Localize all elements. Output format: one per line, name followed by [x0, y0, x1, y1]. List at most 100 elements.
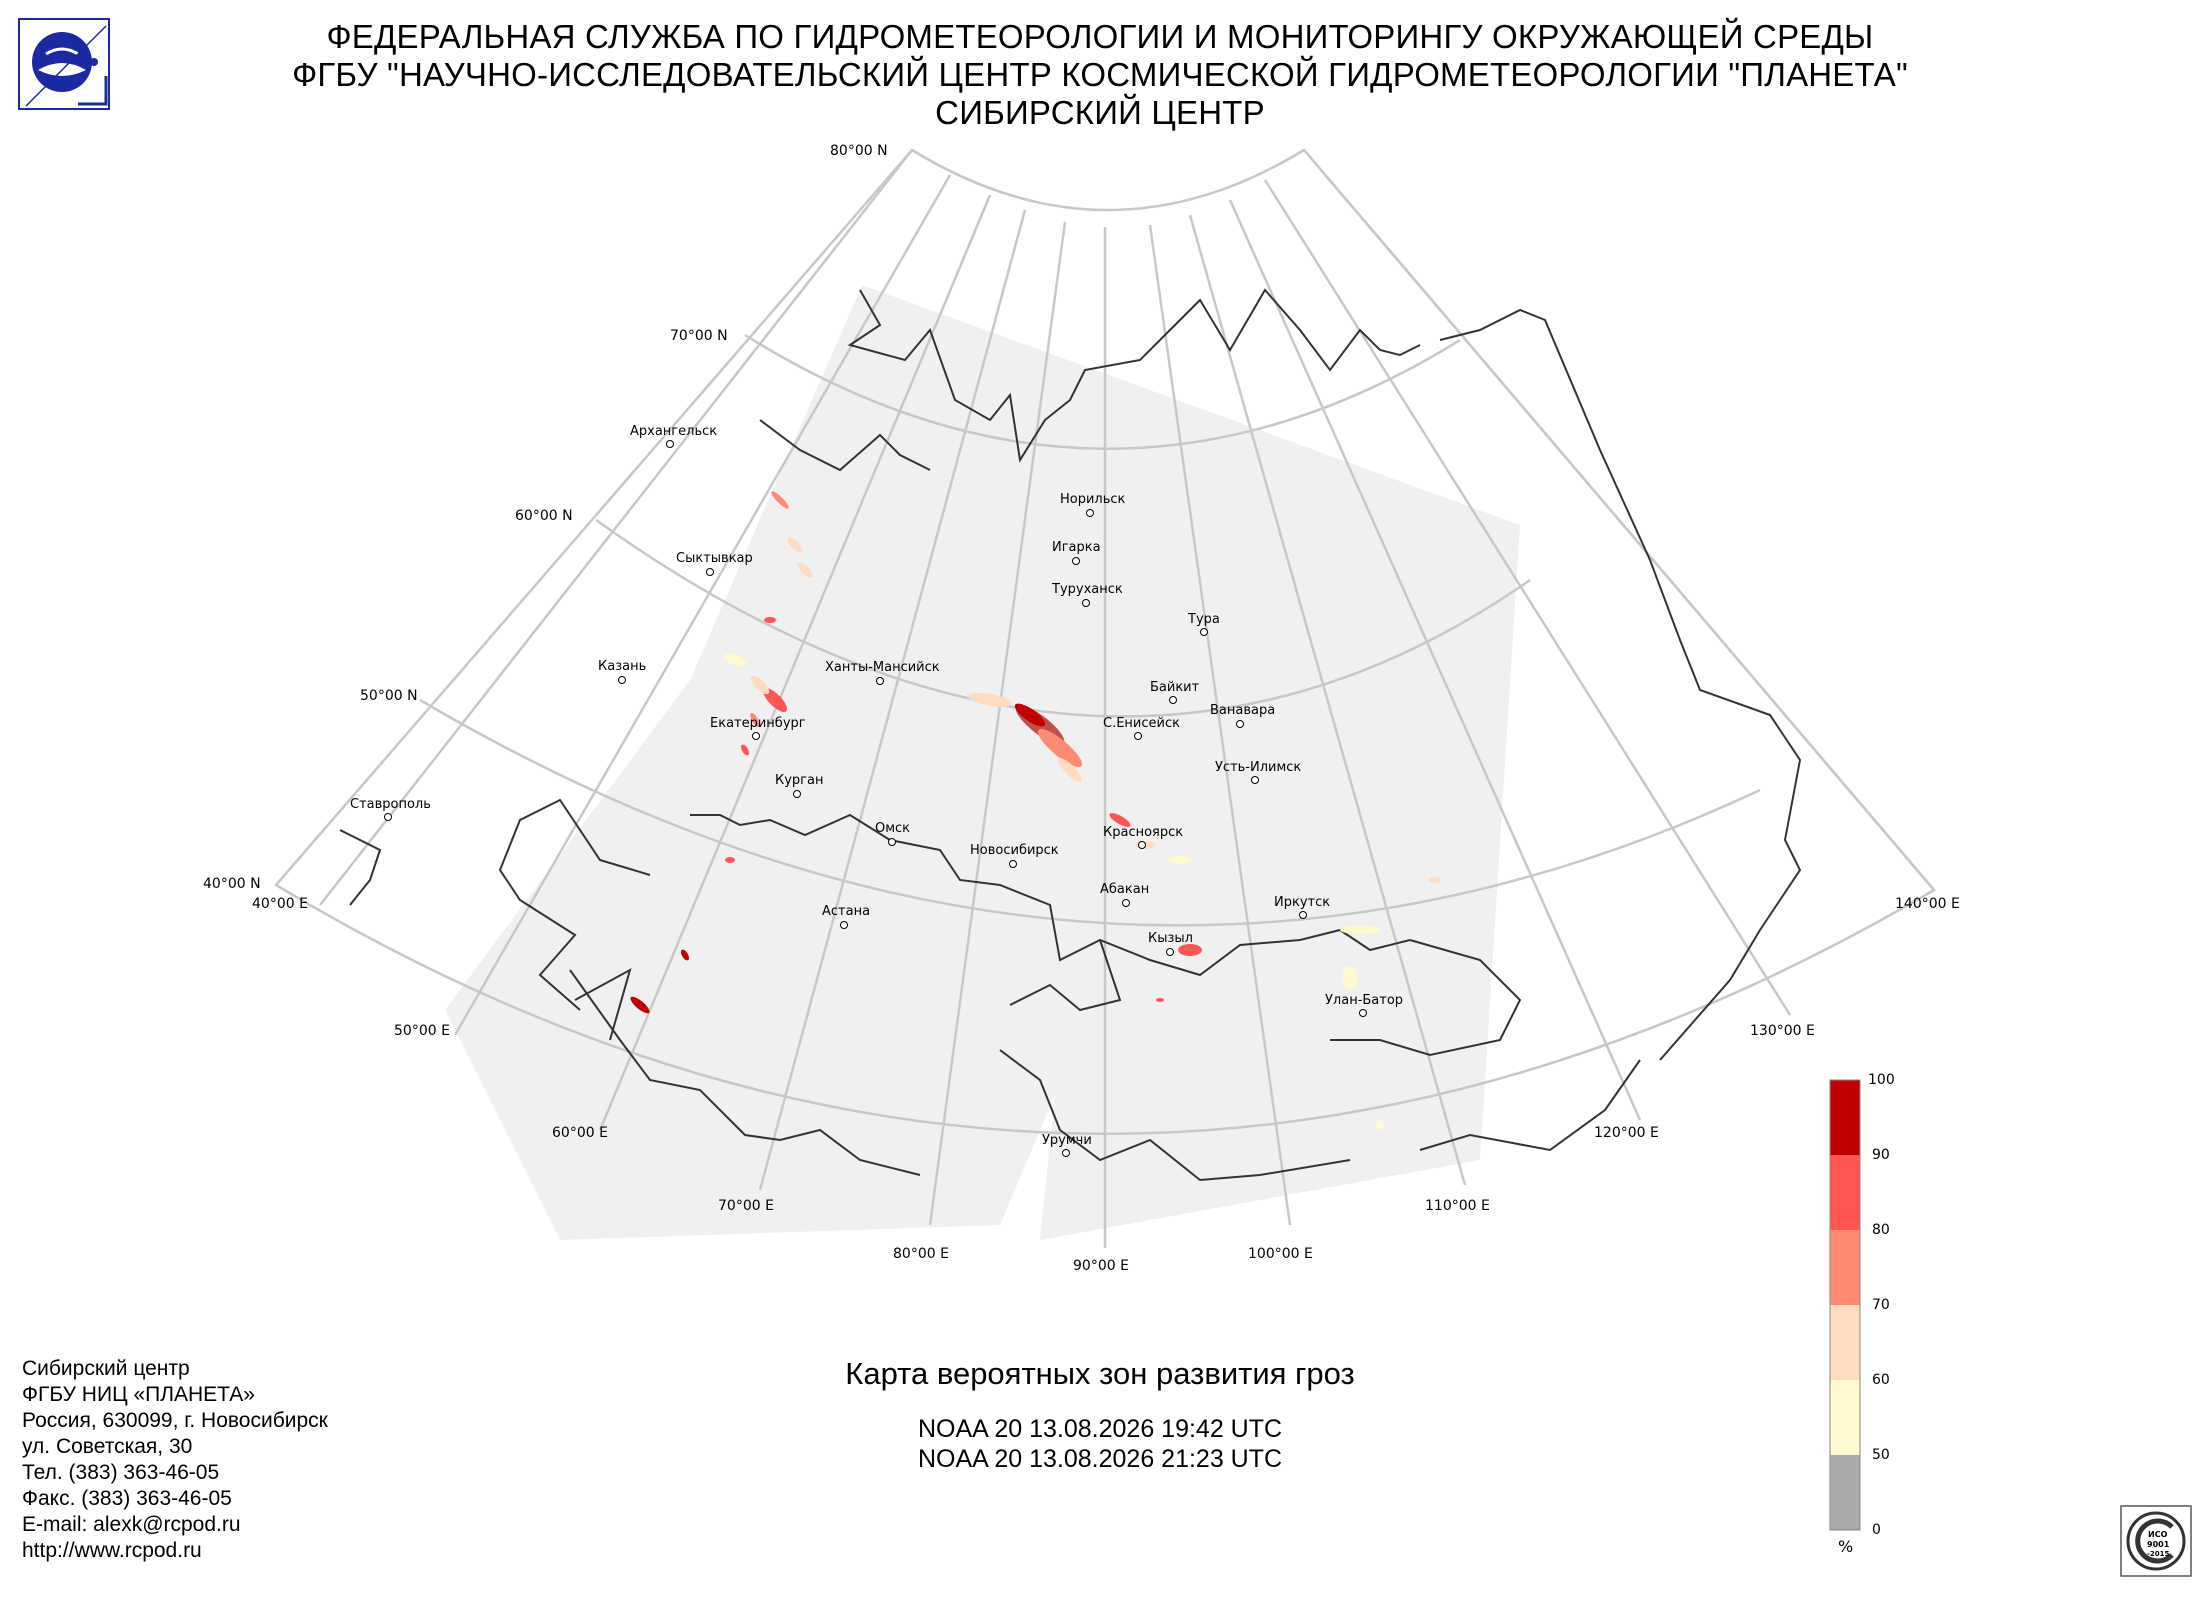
legend-tick-0: 0 [1872, 1522, 1881, 1538]
legend-tick-50: 50 [1872, 1447, 1890, 1463]
legend-band-60-70 [1830, 1305, 1860, 1380]
svg-text:Игарка: Игарка [1052, 540, 1101, 555]
city-s-eniseysk: С.Енисейск [1103, 716, 1180, 740]
svg-text:Ставрополь: Ставрополь [350, 797, 431, 812]
svg-text:Казань: Казань [598, 659, 646, 674]
svg-text:Туруханск: Туруханск [1051, 582, 1123, 597]
city-astana: Астана [822, 904, 870, 929]
coverage-area [445, 285, 1520, 1240]
lon-label-80: 80°00 E [893, 1246, 949, 1262]
city-arkhangelsk: Архангельск [630, 424, 717, 448]
lat-label-80: 80°00 N [830, 143, 888, 159]
lat-label-60: 60°00 N [515, 508, 573, 524]
iso-text-2: 9001 [2147, 1540, 2170, 1549]
lon-label-120: 120°00 E [1594, 1125, 1659, 1141]
city-ekaterinburg: Екатеринбург [710, 716, 806, 740]
coastlines [339, 288, 1802, 1182]
lon-label-110: 110°00 E [1425, 1198, 1490, 1214]
iso-certification-icon: ИСО 9001 -2015 [2120, 1505, 2192, 1577]
lon-label-50: 50°00 E [394, 1023, 450, 1039]
city-ust-ilimsk: Усть-Илимск [1215, 760, 1301, 784]
header: ФЕДЕРАЛЬНАЯ СЛУЖБА ПО ГИДРОМЕТЕОРОЛОГИИ … [0, 18, 2200, 132]
legend-tick-70: 70 [1872, 1297, 1890, 1313]
svg-text:Урумчи: Урумчи [1042, 1133, 1092, 1148]
contact-phone: Тел. (383) 363-46-05 [22, 1461, 220, 1484]
city-novosibirsk: Новосибирск [970, 843, 1059, 868]
city-urumqi: Урумчи [1042, 1133, 1092, 1157]
city-vanavara: Ванавара [1210, 703, 1275, 728]
svg-text:Архангельск: Архангельск [630, 424, 717, 439]
contacts-block: Сибирский центр ФГБУ НИЦ «ПЛАНЕТА» Росси… [22, 1356, 328, 1564]
header-line-2: ФГБУ "НАУЧНО-ИССЛЕДОВАТЕЛЬСКИЙ ЦЕНТР КОС… [292, 56, 1908, 93]
svg-text:Улан-Батор: Улан-Батор [1325, 993, 1403, 1008]
svg-text:Новосибирск: Новосибирск [970, 843, 1059, 858]
map-caption: Карта вероятных зон развития гроз NOAA 2… [700, 1356, 1500, 1474]
svg-text:Усть-Илимск: Усть-Илимск [1215, 760, 1301, 775]
lon-label-90: 90°00 E [1073, 1258, 1129, 1274]
city-syktyvkar: Сыктывкар [676, 551, 753, 576]
city-abakan: Абакан [1100, 882, 1149, 907]
iso-text-3: -2015 [2147, 1550, 2170, 1558]
city-krasnoyarsk: Красноярск [1103, 825, 1183, 849]
svg-text:Ванавара: Ванавара [1210, 703, 1275, 718]
legend-band-0-50 [1830, 1455, 1860, 1530]
city-markers: Архангельск Сыктывкар Казань Екатеринбур… [350, 424, 1403, 1157]
svg-text:Курган: Курган [775, 773, 823, 788]
svg-text:Кызыл: Кызыл [1148, 931, 1193, 946]
longitude-labels: 40°00 E 50°00 E 60°00 E 70°00 E 80°00 E … [252, 896, 1960, 1274]
city-tura: Тура [1187, 612, 1220, 636]
lon-label-100: 100°00 E [1248, 1246, 1313, 1262]
legend-band-50-60 [1830, 1380, 1860, 1455]
legend-band-80-90 [1830, 1155, 1860, 1230]
storm-zones [630, 491, 1441, 1130]
contact-line: ФГБУ НИЦ «ПЛАНЕТА» [22, 1383, 255, 1406]
svg-text:Сыктывкар: Сыктывкар [676, 551, 753, 566]
lon-label-130: 130°00 E [1750, 1023, 1815, 1039]
lat-label-70: 70°00 N [670, 328, 728, 344]
lon-label-140: 140°00 E [1895, 896, 1960, 912]
iso-text-1: ИСО [2148, 1530, 2168, 1539]
latitude-labels: 80°00 N 70°00 N 60°00 N 50°00 N 40°00 N [203, 143, 888, 892]
satellite-pass-2: NOAA 20 13.08.2026 21:23 UTC [917, 1445, 1283, 1473]
svg-text:Красноярск: Красноярск [1103, 825, 1183, 840]
planeta-logo-icon [18, 18, 110, 110]
city-igarka: Игарка [1052, 540, 1101, 565]
header-line-1: ФЕДЕРАЛЬНАЯ СЛУЖБА ПО ГИДРОМЕТЕОРОЛОГИИ … [326, 18, 1874, 55]
contact-fax: Факс. (383) 363-46-05 [22, 1487, 232, 1510]
svg-text:Абакан: Абакан [1100, 882, 1149, 897]
city-baykit: Байкит [1150, 680, 1200, 704]
legend-tick-100: 100 [1868, 1072, 1895, 1088]
longitude-grid [319, 149, 1935, 1248]
legend-band-90-100 [1830, 1080, 1860, 1155]
legend-tick-90: 90 [1872, 1147, 1890, 1163]
map-title: Карта вероятных зон развития гроз [845, 1356, 1355, 1391]
latitude-grid [419, 333, 1761, 927]
city-irkutsk: Иркутск [1274, 895, 1330, 919]
city-khanty-mansiysk: Ханты-Мансийск [825, 660, 940, 685]
city-norilsk: Норильск [1060, 492, 1126, 517]
svg-text:Екатеринбург: Екатеринбург [710, 716, 806, 731]
legend-tick-60: 60 [1872, 1372, 1890, 1388]
contact-website: http://www.rcpod.ru [22, 1539, 202, 1562]
city-turukhansk: Туруханск [1051, 582, 1123, 607]
svg-text:Норильск: Норильск [1060, 492, 1126, 507]
contact-line: Сибирский центр [22, 1357, 190, 1380]
svg-text:Омск: Омск [875, 821, 910, 836]
satellite-pass-1: NOAA 20 13.08.2026 19:42 UTC [917, 1415, 1283, 1443]
lon-label-70: 70°00 E [718, 1198, 774, 1214]
map-frame [274, 148, 1936, 1135]
header-line-3: СИБИРСКИЙ ЦЕНТР [935, 94, 1265, 131]
city-omsk: Омск [875, 821, 910, 846]
svg-text:С.Енисейск: С.Енисейск [1103, 716, 1180, 731]
contact-line: Россия, 630099, г. Новосибирск [22, 1409, 328, 1432]
legend-colorbar: 100 90 80 70 60 50 0 % [1829, 1072, 1895, 1556]
lon-label-40: 40°00 E [252, 896, 308, 912]
lon-label-60: 60°00 E [552, 1125, 608, 1141]
legend-unit: % [1838, 1537, 1853, 1556]
svg-text:Тура: Тура [1187, 612, 1220, 627]
svg-text:Ханты-Мансийск: Ханты-Мансийск [825, 660, 940, 675]
lat-label-40: 40°00 N [203, 876, 261, 892]
legend-band-70-80 [1830, 1230, 1860, 1305]
city-kazan: Казань [598, 659, 646, 684]
